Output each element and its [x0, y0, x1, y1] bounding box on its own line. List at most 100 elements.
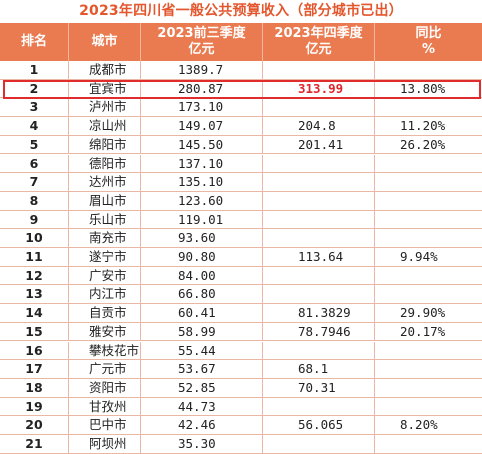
cell-yoy: 9.94% [400, 249, 438, 264]
cell-q4 [298, 192, 374, 211]
cell-yoy [400, 192, 482, 211]
cell-q3: 135.10 [178, 174, 224, 190]
cell-rank: 7 [29, 174, 39, 190]
cell-city: 宜宾市 [89, 80, 127, 96]
header-rank: 排名 [20, 34, 47, 49]
header-q3: 2023前三季度 亿元 [141, 23, 262, 61]
cell-yoy [400, 173, 482, 192]
cell-rank: 1 [29, 62, 39, 77]
header-yoy-line1: 同比 [415, 26, 442, 41]
cell-q4: 56.065 [298, 417, 344, 433]
cell-yoy [400, 229, 482, 248]
cell-q4: 70.31 [298, 379, 336, 395]
cell-rank: 16 [25, 342, 43, 358]
cell-rank: 2 [29, 80, 39, 96]
cell-rank: 20 [25, 417, 43, 433]
table-title: 2023年四川省一般公共预算收入（部分城市已出） [79, 3, 403, 19]
table-row: 8 眉山市 123.60 [0, 191, 482, 211]
header-q4: 2023年四季度 亿元 [263, 23, 374, 61]
cell-q3: 60.41 [178, 305, 216, 321]
cell-city: 绵阳市 [89, 136, 127, 152]
cell-q3: 145.50 [178, 136, 224, 152]
cell-rank: 13 [25, 286, 43, 302]
cell-yoy [400, 379, 482, 398]
cell-yoy [400, 285, 482, 304]
cell-q3: 119.01 [178, 211, 224, 227]
cell-q3: 55.44 [178, 342, 216, 358]
header-q3-line1: 2023前三季度 [157, 26, 246, 41]
cell-city: 凉山州 [89, 118, 127, 134]
cell-city: 泸州市 [89, 99, 127, 115]
table-row: 15 雅安市 58.99 78.7946 20.17% [0, 322, 482, 342]
cell-q4 [298, 211, 374, 230]
cell-q3: 52.85 [178, 379, 216, 395]
cell-rank: 4 [29, 118, 39, 134]
cell-yoy: 20.17% [400, 323, 446, 339]
cell-yoy: 11.20% [400, 118, 446, 134]
header-yoy: 同比 % [375, 23, 482, 61]
cell-yoy [400, 61, 482, 80]
cell-city: 达州市 [89, 174, 127, 190]
cell-city: 南充市 [89, 230, 127, 246]
cell-rank: 5 [29, 136, 39, 152]
table-row: 6 德阳市 137.10 [0, 154, 482, 174]
cell-q4: 81.3829 [298, 305, 351, 321]
cell-q3: 66.80 [178, 286, 216, 302]
cell-q4: 113.64 [298, 249, 344, 264]
cell-city: 资阳市 [89, 379, 127, 395]
table-row: 9 乐山市 119.01 [0, 210, 482, 230]
cell-rank: 17 [25, 361, 43, 377]
cell-yoy [400, 342, 482, 361]
cell-rank: 10 [25, 230, 43, 246]
header-q3-line2: 亿元 [188, 42, 215, 57]
table-row: 11 遂宁市 90.80 113.64 9.94% [0, 248, 482, 267]
cell-rank: 3 [29, 99, 39, 115]
cell-q4 [298, 267, 374, 286]
header-yoy-line2: % [421, 42, 436, 57]
cell-q3: 149.07 [178, 118, 224, 134]
cell-q4 [298, 98, 374, 117]
cell-city: 广元市 [89, 361, 127, 377]
table-row: 13 内江市 66.80 [0, 285, 482, 305]
table-row: 7 达州市 135.10 [0, 173, 482, 192]
cell-city: 雅安市 [89, 323, 127, 339]
cell-city: 内江市 [89, 286, 127, 302]
cell-yoy [400, 155, 482, 174]
cell-q4: 78.7946 [298, 323, 351, 339]
cell-yoy [400, 211, 482, 230]
cell-city: 乐山市 [89, 211, 127, 227]
table-row: 19 甘孜州 44.73 [0, 397, 482, 417]
table-row: 18 资阳市 52.85 70.31 [0, 378, 482, 398]
cell-rank: 19 [25, 398, 43, 414]
cell-yoy: 13.80% [400, 80, 446, 96]
cell-city: 遂宁市 [89, 249, 127, 264]
cell-q4 [298, 398, 374, 417]
cell-q4 [298, 173, 374, 192]
cell-q4 [298, 229, 374, 248]
cell-yoy: 29.90% [400, 305, 446, 321]
cell-rank: 18 [25, 379, 43, 395]
header-q4-line1: 2023年四季度 [274, 26, 363, 41]
cell-city: 攀枝花市 [89, 342, 140, 358]
cell-q3: 84.00 [178, 267, 216, 283]
table-row: 1 成都市 1389.7 [0, 61, 482, 80]
table-row: 16 攀枝花市 55.44 [0, 341, 482, 361]
cell-q3: 44.73 [178, 398, 216, 414]
cell-q4 [298, 155, 374, 174]
table-row: 3 泸州市 173.10 [0, 98, 482, 118]
table-row: 14 自贡市 60.41 81.3829 29.90% [0, 304, 482, 323]
cell-city: 成都市 [89, 62, 127, 77]
table-row: 10 南充市 93.60 [0, 229, 482, 248]
cell-yoy [400, 360, 482, 379]
cell-q3: 280.87 [178, 80, 224, 96]
cell-q3: 173.10 [178, 99, 224, 115]
cell-rank: 6 [29, 155, 39, 171]
cell-q3: 42.46 [178, 417, 216, 433]
table-row: 20 巴中市 42.46 56.065 8.20% [0, 416, 482, 435]
cell-q4: 313.99 [298, 80, 344, 96]
cell-rank: 14 [25, 305, 43, 321]
cell-yoy: 8.20% [400, 417, 438, 433]
cell-rank: 15 [25, 323, 43, 339]
cell-rank: 11 [25, 249, 43, 264]
table-row: 5 绵阳市 145.50 201.41 26.20% [0, 135, 482, 155]
